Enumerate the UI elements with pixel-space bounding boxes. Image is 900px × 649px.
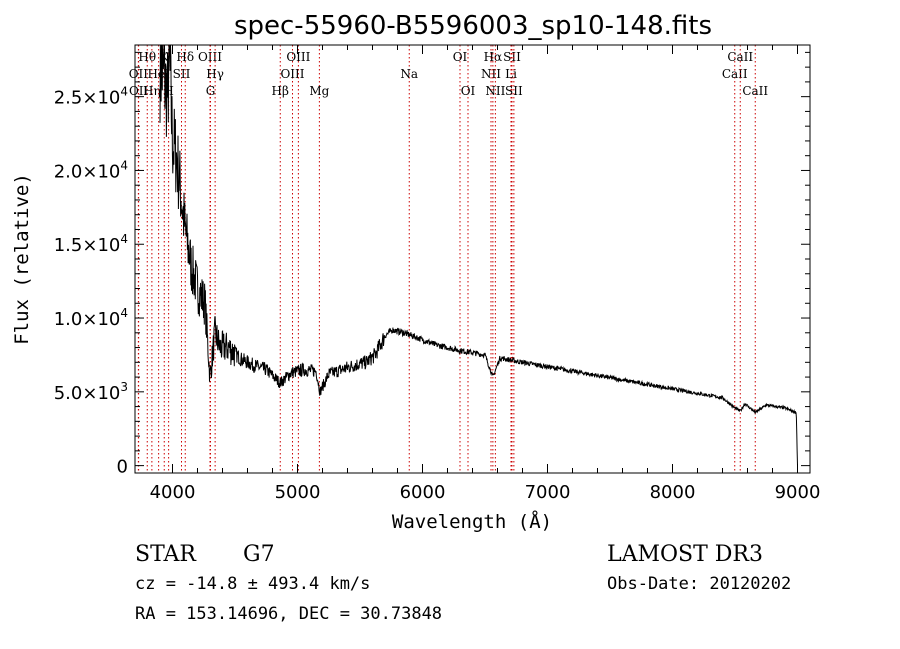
x-tick-label-4: 8000 xyxy=(650,482,696,503)
series-group xyxy=(159,44,798,466)
x-tick-label-3: 7000 xyxy=(525,482,571,503)
y-tick-label-1: 5.0×103 xyxy=(54,380,128,404)
y-tick-label-4: 2.0×104 xyxy=(54,158,128,182)
line-marker-label-15: Mg xyxy=(309,84,329,98)
series-line-0 xyxy=(159,44,798,466)
x-tick-label-0: 4000 xyxy=(150,482,196,503)
line-marker-label-11: Hγ xyxy=(206,67,224,81)
y-tick-label-0: 0 xyxy=(117,457,128,478)
line-marker-label-21: NII xyxy=(485,84,505,98)
obs-date: Obs-Date: 20120202 xyxy=(607,574,791,594)
line-marker-label-18: OI xyxy=(461,84,476,98)
line-marker-label-27: CaII xyxy=(742,84,768,98)
y-tick-label-2: 1.0×104 xyxy=(54,306,128,330)
y-tick-label-3: 1.5×104 xyxy=(54,232,128,256)
line-marker-label-26: CaII xyxy=(727,50,753,64)
line-marker-label-3: Hη xyxy=(143,84,161,98)
survey-name: LAMOST DR3 xyxy=(607,542,763,567)
line-marker-label-10: G xyxy=(206,84,216,98)
x-tick-label-5: 9000 xyxy=(775,482,821,503)
line-marker-label-17: OI xyxy=(453,50,468,64)
x-tick-label-1: 5000 xyxy=(275,482,321,503)
line-marker-label-16: Na xyxy=(400,67,418,81)
line-marker-label-23: Li xyxy=(505,67,517,81)
line-marker-label-19: NII xyxy=(481,67,501,81)
line-marker-label-24: SII xyxy=(505,84,523,98)
axis-ticks: 4000 5000 6000 7000 8000 9000 0 5.0×103 1.0×104 1… xyxy=(54,45,821,503)
object-class: STAR xyxy=(135,542,197,567)
line-markers: HθOIIOIIHηHeIKHSIIHδOIIIGHγHβOIIIOIIIMgN… xyxy=(129,45,768,473)
plot-frame xyxy=(134,44,811,474)
y-tick-label-5: 2.5×104 xyxy=(54,85,128,109)
line-marker-label-14: OIII xyxy=(286,50,310,64)
line-marker-label-7: SII xyxy=(173,67,191,81)
line-marker-label-22: SII xyxy=(503,50,521,64)
line-marker-label-12: Hβ xyxy=(272,84,289,98)
x-axis-label: Wavelength (Å) xyxy=(392,510,552,533)
y-axis-label: Flux (relative) xyxy=(11,173,33,345)
x-tick-label-2: 6000 xyxy=(400,482,446,503)
line-marker-label-20: Hα xyxy=(484,50,503,64)
line-marker-label-0: Hθ xyxy=(138,50,156,64)
chart-title: spec-55960-B5596003_sp10-148.fits xyxy=(234,11,712,41)
line-marker-label-2: OII xyxy=(129,84,149,98)
object-subclass: G7 xyxy=(243,542,275,567)
redshift-info: cz = -14.8 ± 493.4 km/s xyxy=(135,574,370,594)
line-marker-label-25: CaII xyxy=(722,67,748,81)
line-marker-label-8: Hδ xyxy=(176,50,194,64)
coordinates: RA = 153.14696, DEC = 30.73848 xyxy=(135,604,442,624)
line-marker-label-13: OIII xyxy=(280,67,304,81)
